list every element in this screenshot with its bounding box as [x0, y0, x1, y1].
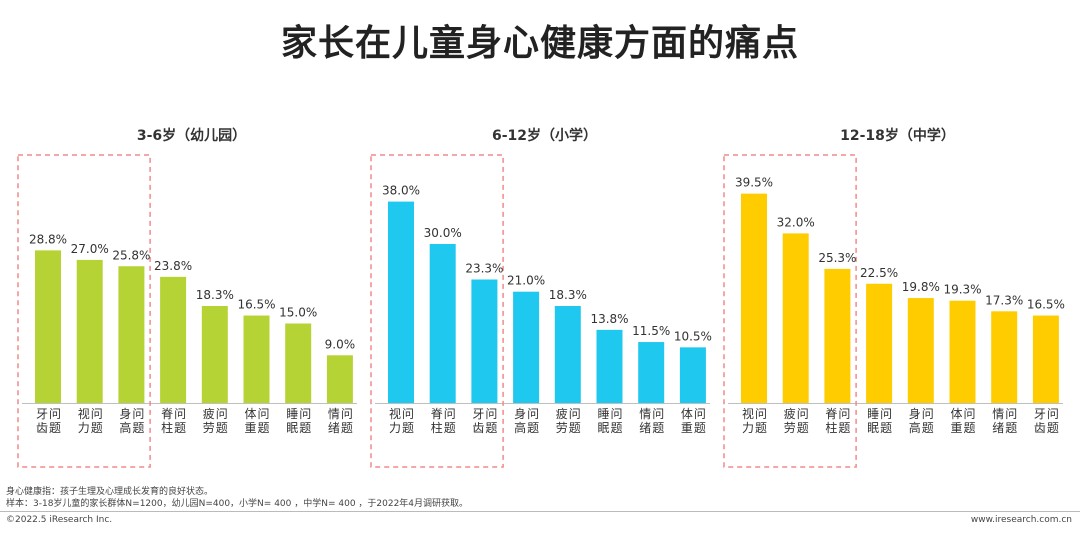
data-label: 21.0%: [507, 274, 545, 288]
bar: [118, 266, 145, 403]
bar: [679, 347, 706, 403]
category-label: 体重问题: [950, 407, 975, 435]
bar: [596, 329, 623, 403]
category-label: 疲劳问题: [556, 406, 581, 435]
category-label: 牙齿问题: [36, 407, 61, 435]
data-label: 23.8%: [154, 259, 192, 273]
data-label: 23.3%: [465, 262, 503, 276]
category-label: 睡眠问题: [597, 407, 622, 435]
copyright: ©2022.5 iResearch Inc.: [6, 515, 113, 525]
bar: [471, 279, 498, 403]
highlight-box: [370, 154, 504, 468]
page-title: 家长在儿童身心健康方面的痛点: [280, 23, 799, 64]
category-label: 脊柱问题: [161, 407, 186, 435]
data-label: 22.5%: [860, 266, 898, 280]
bar: [513, 291, 540, 403]
category-label: 情绪问题: [992, 407, 1017, 435]
category-label: 体重问题: [681, 407, 706, 435]
data-label: 16.5%: [1027, 298, 1065, 312]
panel-title: 12-18岁（中学）: [840, 127, 955, 144]
category-label: 身高问题: [514, 406, 539, 435]
bar: [429, 244, 456, 403]
bar: [243, 315, 270, 403]
data-label: 39.5%: [735, 176, 773, 190]
category-label: 疲劳问题: [784, 406, 809, 435]
website-url: www.iresearch.com.cn: [970, 515, 1072, 525]
bar: [554, 306, 581, 403]
data-label: 25.3%: [818, 251, 856, 265]
data-label: 30.0%: [424, 226, 462, 240]
bar: [160, 276, 187, 403]
category-label: 牙齿问题: [1034, 407, 1059, 435]
bar: [907, 298, 934, 403]
category-label: 脊柱问题: [431, 407, 456, 435]
category-label: 身高问题: [119, 406, 144, 435]
bar: [1032, 315, 1059, 403]
highlight-box: [17, 154, 151, 468]
data-label: 38.0%: [382, 184, 420, 198]
bar: [741, 193, 767, 403]
category-label: 疲劳问题: [203, 406, 228, 435]
category-label: 视力问题: [742, 406, 767, 435]
data-label: 9.0%: [325, 337, 356, 351]
data-label: 11.5%: [632, 324, 670, 338]
bar: [824, 268, 851, 403]
footer-divider: [0, 511, 1080, 512]
bar: [326, 355, 353, 403]
data-label: 19.8%: [902, 280, 940, 294]
charts-area: 3-6岁（幼儿园） 28.8% 牙齿问题 27.0% 视力问题 25.8% 身高问题 23.8…: [17, 127, 1065, 468]
data-label: 28.8%: [29, 232, 67, 246]
highlight-box: [723, 154, 857, 468]
panel-title: 6-12岁（小学）: [492, 127, 597, 144]
bar: [866, 283, 893, 403]
category-label: 视力问题: [78, 406, 103, 435]
bar: [201, 306, 228, 403]
category-label: 视力问题: [389, 406, 414, 435]
data-label: 10.5%: [674, 329, 712, 343]
category-label: 睡眠问题: [867, 407, 892, 435]
category-label: 情绪问题: [328, 407, 353, 435]
category-label: 牙齿问题: [472, 407, 497, 435]
bar: [285, 323, 312, 403]
data-label: 15.0%: [279, 306, 317, 320]
bar: [35, 250, 61, 403]
data-label: 13.8%: [590, 312, 628, 326]
category-label: 体重问题: [244, 407, 269, 435]
bar: [76, 259, 103, 403]
data-label: 16.5%: [237, 298, 275, 312]
data-label: 19.3%: [943, 283, 981, 297]
definition-note: 身心健康指：孩子生理及心理成长发育的良好状态。: [6, 487, 214, 497]
bar: [991, 311, 1018, 403]
category-label: 睡眠问题: [286, 407, 311, 435]
bar: [782, 233, 809, 403]
data-label: 18.3%: [196, 288, 234, 302]
panel-title: 3-6岁（幼儿园）: [137, 127, 246, 144]
bar: [949, 300, 976, 403]
category-label: 脊柱问题: [825, 407, 850, 435]
category-label: 身高问题: [909, 406, 934, 435]
data-label: 25.8%: [112, 248, 150, 262]
category-label: 情绪问题: [639, 407, 664, 435]
bar: [388, 201, 414, 403]
data-label: 27.0%: [71, 242, 109, 256]
bar: [638, 342, 665, 403]
data-label: 18.3%: [549, 288, 587, 302]
sample-note: 样本：3-18岁儿童的家长群体N=1200，幼儿园N=400，小学N= 400 …: [6, 499, 469, 509]
data-label: 17.3%: [985, 293, 1023, 307]
data-label: 32.0%: [777, 215, 815, 229]
